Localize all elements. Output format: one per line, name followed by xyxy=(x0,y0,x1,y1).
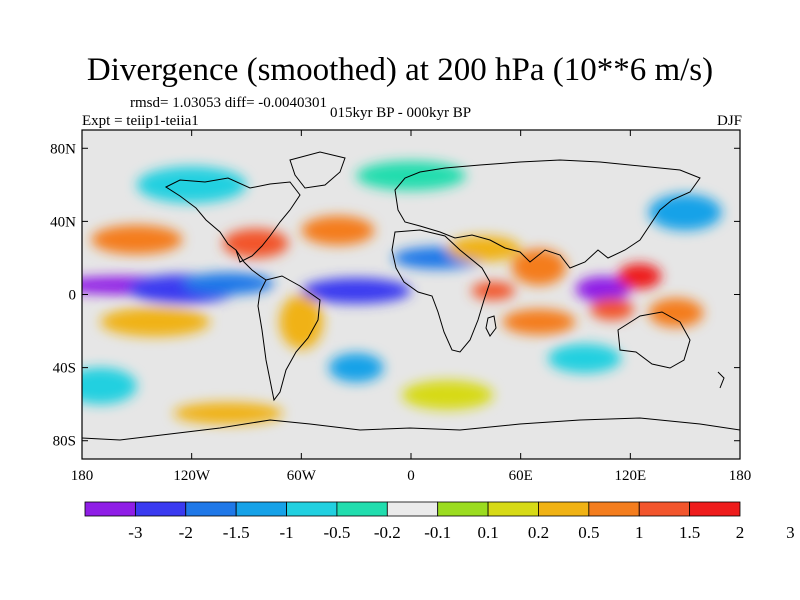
field-anomaly-12 xyxy=(471,281,516,300)
experiment-label: Expt = teiip1-teiia1 xyxy=(82,113,199,129)
colorbar-swatch xyxy=(235,501,287,517)
colorbar-label: -0.1 xyxy=(424,523,451,542)
colorbar-label: -3 xyxy=(128,523,142,542)
coastline-antarctica xyxy=(82,417,740,441)
season-label: DJF xyxy=(716,113,742,129)
colorbar-swatch xyxy=(84,501,136,517)
colorbar-label: 0.1 xyxy=(477,523,498,542)
colorbar-swatch xyxy=(689,501,741,517)
coastline-africa xyxy=(391,229,491,353)
colorbar-swatch xyxy=(386,501,439,517)
colorbar: -3 -2 -1.5 -1 -0.5 -0.2 -0.1 0.1 0.2 0.5 1 1.5 2 3 xyxy=(84,501,795,542)
lon-tick-label: 180 xyxy=(729,468,752,484)
colorbar-label: -1 xyxy=(279,523,293,542)
colorbar-swatch xyxy=(437,501,489,517)
colorbar-swatch xyxy=(286,501,338,517)
field-anomaly-19 xyxy=(548,343,622,374)
coastline-central-america xyxy=(235,249,267,281)
field-anomaly-11 xyxy=(617,263,662,290)
divergence-field xyxy=(82,161,722,425)
colorbar-label: 1.5 xyxy=(679,523,700,542)
colorbar-swatch xyxy=(185,501,237,517)
field-anomaly-13 xyxy=(590,298,634,321)
coastline-europe-asia xyxy=(394,159,701,269)
field-anomaly-14 xyxy=(502,309,576,335)
coastline-south-america xyxy=(257,275,321,402)
lon-tick-label: 0 xyxy=(407,468,415,484)
field-anomaly-18 xyxy=(328,352,384,383)
plot-title: Divergence (smoothed) at 200 hPa (10**6 … xyxy=(86,52,714,88)
lat-tick-label: 0 xyxy=(69,288,77,304)
field-anomaly-3 xyxy=(301,278,411,304)
coastline-new-zealand xyxy=(717,371,725,389)
colorbar-label: -2 xyxy=(179,523,193,542)
lon-tick-label: 60E xyxy=(509,468,533,484)
lon-tick-label: 120W xyxy=(173,468,211,484)
colorbar-label: -1.5 xyxy=(223,523,250,542)
field-anomaly-16 xyxy=(279,294,324,350)
colorbar-label: 0.5 xyxy=(578,523,599,542)
colorbar-swatch xyxy=(538,501,590,517)
coastline-north-america xyxy=(164,177,301,263)
lon-tick-label: 180 xyxy=(71,468,94,484)
field-anomaly-6 xyxy=(91,225,183,255)
lat-tick-label: 40N xyxy=(50,214,76,230)
map-plot-area xyxy=(81,129,741,460)
colorbar-label: 3 xyxy=(786,523,795,542)
colorbar-swatch xyxy=(336,501,388,517)
field-anomaly-8 xyxy=(301,215,375,246)
colorbar-swatch xyxy=(588,501,640,517)
field-anomaly-22 xyxy=(648,193,722,231)
colorbar-label: 2 xyxy=(736,523,745,542)
longitude-ticks: 180 120W 60W 0 60E 120E 180 xyxy=(71,130,752,484)
coastline-australia xyxy=(617,311,691,369)
colorbar-label: 1 xyxy=(635,523,644,542)
lat-tick-label: 80S xyxy=(53,434,76,450)
colorbar-swatch xyxy=(487,501,539,517)
field-anomaly-25 xyxy=(173,402,284,425)
field-anomaly-20 xyxy=(136,166,247,204)
latitude-ticks: 80N 40N 0 40S 80S xyxy=(50,141,740,450)
coastlines xyxy=(82,151,740,441)
colorbar-label: 0.2 xyxy=(528,523,549,542)
field-anomaly-17 xyxy=(100,307,210,337)
field-anomaly-10 xyxy=(511,248,567,286)
field-anomaly-2 xyxy=(182,272,274,295)
field-anomaly-7 xyxy=(222,228,289,258)
lon-tick-label: 60W xyxy=(287,468,317,484)
period-label: 015kyr BP - 000kyr BP xyxy=(330,105,472,121)
rmsd-diff-label: rmsd= 1.03053 diff= -0.0040301 xyxy=(130,95,328,111)
field-anomaly-15 xyxy=(648,298,704,328)
lat-tick-label: 40S xyxy=(53,361,76,377)
coastline-greenland xyxy=(289,151,346,189)
lat-tick-label: 80N xyxy=(50,141,76,157)
colorbar-swatch xyxy=(638,501,691,517)
coastline-madagascar xyxy=(485,315,497,337)
colorbar-label: -0.5 xyxy=(323,523,350,542)
lon-tick-label: 120E xyxy=(614,468,646,484)
field-anomaly-5 xyxy=(575,276,631,302)
field-anomaly-24 xyxy=(401,380,494,410)
colorbar-label: -0.2 xyxy=(374,523,401,542)
field-anomaly-23 xyxy=(82,367,137,405)
colorbar-swatch xyxy=(134,501,187,517)
